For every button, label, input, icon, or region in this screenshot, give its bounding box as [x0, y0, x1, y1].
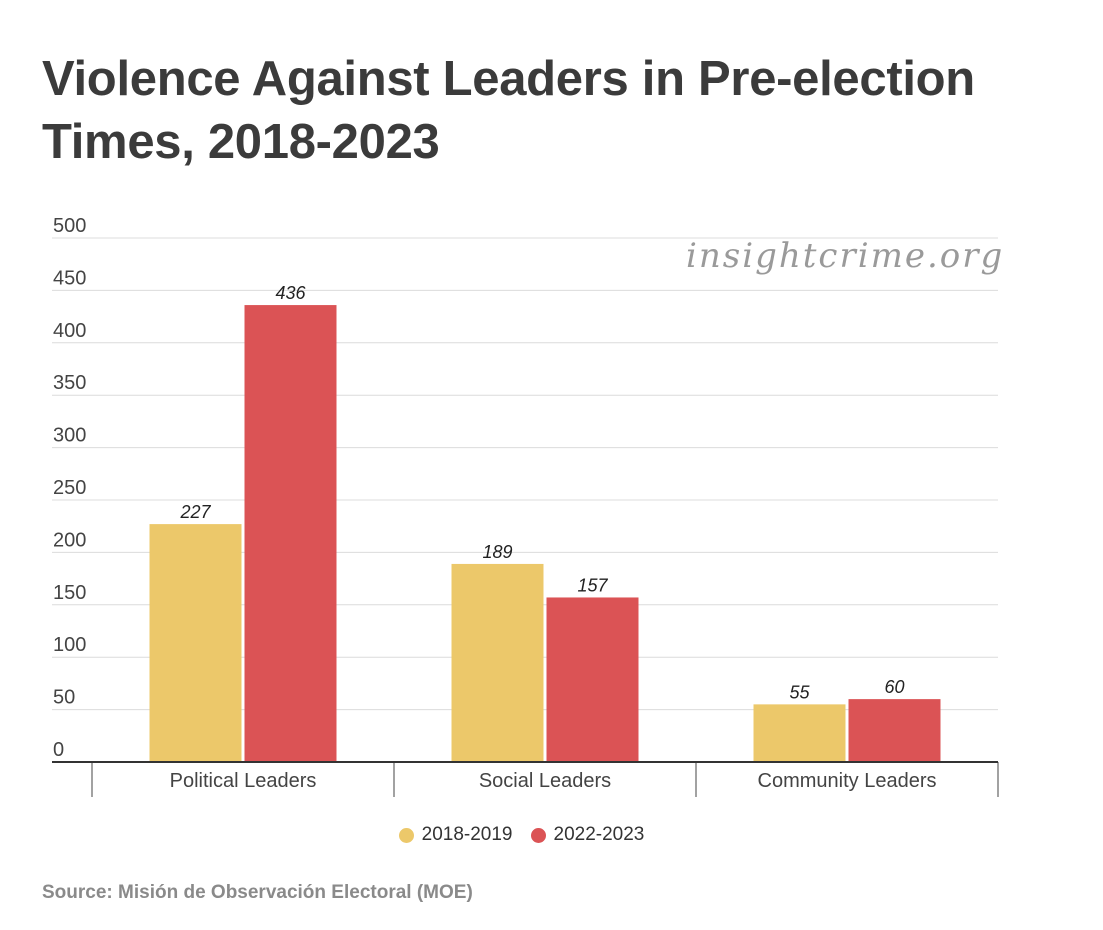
y-tick-label: 250 [53, 477, 86, 499]
x-tick-label: Political Leaders [170, 770, 317, 792]
y-tick-label: 300 [53, 425, 86, 447]
y-tick-label: 350 [53, 372, 86, 394]
y-tick-label: 500 [53, 215, 86, 237]
x-tick-label: Social Leaders [479, 770, 611, 792]
bar [149, 524, 242, 762]
y-tick-label: 450 [53, 267, 86, 289]
legend: 2018-2019 2022-2023 [0, 824, 1073, 846]
legend-label: 2022-2023 [553, 824, 645, 845]
bar [753, 704, 846, 762]
y-tick-label: 400 [53, 320, 86, 342]
data-label: 436 [275, 283, 306, 303]
source-note: Source: Misión de Observación Electoral … [42, 882, 473, 903]
data-label: 189 [482, 542, 512, 562]
data-label: 157 [577, 575, 608, 595]
legend-swatch [530, 827, 546, 843]
legend-item: 2018-2019 [398, 824, 513, 846]
bar [546, 597, 639, 762]
data-label: 60 [884, 677, 904, 697]
bar [451, 563, 544, 762]
watermark-logo: insightcrime.org [686, 236, 1005, 276]
x-tick-label: Community Leaders [758, 770, 937, 792]
y-tick-label: 150 [53, 582, 86, 604]
legend-item: 2022-2023 [530, 824, 645, 846]
bar [848, 699, 941, 762]
data-label: 227 [179, 502, 211, 522]
legend-label: 2018-2019 [421, 824, 513, 845]
y-tick-label: 200 [53, 529, 86, 551]
chart-title: Violence Against Leaders in Pre-election… [42, 52, 975, 169]
y-tick-label: 0 [53, 739, 64, 761]
y-tick-label: 100 [53, 634, 86, 656]
data-label: 55 [789, 682, 810, 702]
legend-swatch [398, 827, 414, 843]
y-tick-label: 50 [53, 687, 75, 709]
bar [244, 305, 337, 762]
